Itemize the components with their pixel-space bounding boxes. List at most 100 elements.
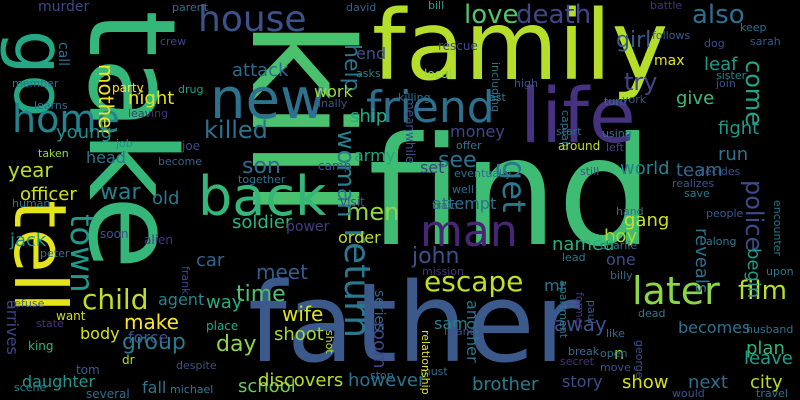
cloud-word: arrives [3,300,22,355]
cloud-word: peter [40,247,70,260]
cloud-word: work [314,82,353,101]
cloud-word: way [206,292,243,313]
cloud-word: state [36,317,64,330]
cloud-word: leave [744,348,793,369]
cloud-word: learns [34,99,68,112]
cloud-word: reveals [691,228,712,294]
cloud-word: must [420,365,448,378]
cloud-word: follows [652,29,691,42]
cloud-word: using [602,127,632,140]
cloud-word: including [489,62,502,113]
cloud-word: try [624,68,658,96]
cloud-word: york [622,93,647,106]
cloud-word: room [369,322,390,369]
cloud-word: another [463,300,482,363]
cloud-word: people [706,207,744,220]
cloud-word: like [606,327,625,340]
cloud-word: island [444,325,477,338]
cloud-word: charlie [600,239,638,252]
cloud-word: n [614,344,625,363]
cloud-word: together [238,173,286,186]
cloud-word: member [12,77,59,90]
cloud-word: kill [219,20,382,218]
cloud-word: high [514,77,538,90]
cloud-word: home [12,97,120,141]
cloud-word: also [692,0,745,30]
cloud-word: stop [370,369,394,382]
cloud-word: secret [560,355,594,368]
cloud-word: billy [610,269,633,282]
cloud-word: force [128,328,169,347]
cloud-word: along [706,235,737,248]
cloud-word: sarah [750,35,781,48]
cloud-word: next [688,372,728,393]
cloud-word: group [122,330,186,355]
cloud-word: man [420,206,518,257]
cloud-word: despite [176,359,217,372]
cloud-word: discovers [258,370,344,391]
cloud-word: want [56,309,86,323]
cloud-word: story [562,372,603,391]
cloud-word: break [568,345,600,358]
cloud-word: sam [434,314,468,333]
cloud-word: last [486,91,506,104]
cloud-word: meanwhile [403,98,417,164]
cloud-word: ship [350,106,388,127]
cloud-word: captain [559,110,572,151]
cloud-word: party [112,81,144,95]
cloud-word: love [464,0,519,30]
cloud-word: life [520,71,636,160]
cloud-word: old [152,188,180,209]
cloud-word: away [554,312,607,336]
cloud-word: begin [743,248,764,299]
cloud-word: joe [182,139,201,153]
cloud-word: shoot [274,324,324,345]
cloud-word: open [600,347,628,360]
cloud-word: show [622,372,669,393]
cloud-word: move [600,361,631,374]
cloud-word: brother [472,374,539,395]
cloud-word: gang [624,210,670,231]
cloud-word: money [450,122,505,141]
cloud-word: soon [100,227,129,241]
cloud-word: frank [179,266,192,295]
cloud-word: train [432,199,458,212]
cloud-word: run [718,144,749,165]
cloud-word: family [372,0,669,102]
cloud-word: police [740,180,768,252]
cloud-word: left [606,141,624,154]
cloud-word: woman [332,130,360,218]
cloud-word: alien [144,233,174,247]
cloud-word: tell [0,200,82,313]
cloud-word: power [286,219,330,235]
cloud-word: take [61,10,200,270]
cloud-word: series [371,290,387,332]
cloud-word: get [495,160,533,213]
cloud-word: find [368,106,653,280]
cloud-word: human [12,197,51,210]
cloud-word: dog [704,37,725,50]
cloud-word: would [672,387,705,400]
cloud-word: young [56,122,112,143]
cloud-word: jack [10,230,47,251]
cloud-word: escape [424,265,524,298]
cloud-word: david [346,1,377,14]
cloud-word: film [738,276,787,306]
cloud-word: refuse [10,297,45,310]
cloud-word: new [210,67,326,132]
cloud-word: plan [746,338,785,359]
cloud-word: son [242,154,281,179]
cloud-word: upon [766,265,794,278]
cloud-word: john [412,244,460,269]
cloud-word: death [516,0,592,30]
cloud-word: return [336,228,377,339]
cloud-word: set [420,158,445,177]
cloud-word: shot [323,330,336,354]
cloud-word: start [556,125,582,138]
cloud-word: max [654,53,685,69]
cloud-word: camp [318,159,352,173]
cloud-word: girl [616,28,652,53]
cloud-word: dead [638,307,666,320]
cloud-word: make [124,310,179,334]
cloud-word: taken [38,147,69,160]
